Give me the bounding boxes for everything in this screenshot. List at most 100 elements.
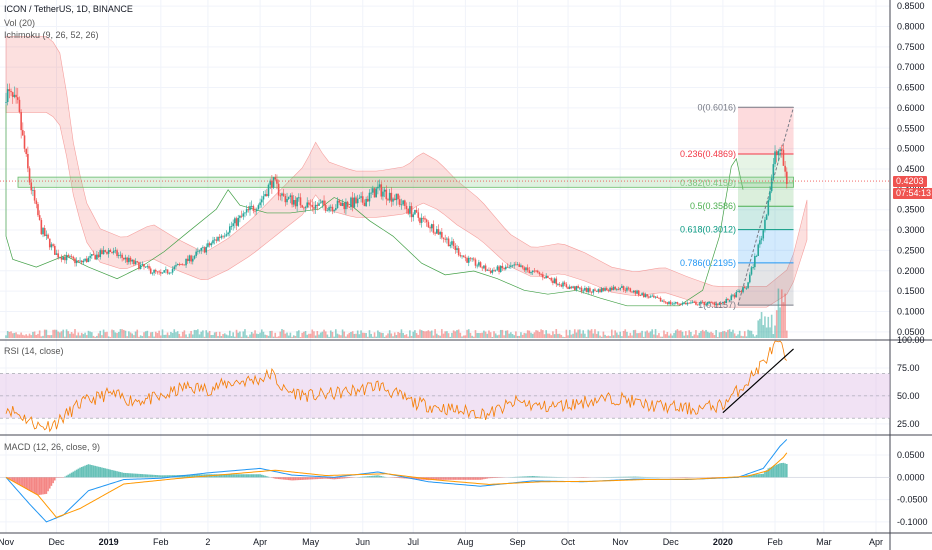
macd-histogram-bar <box>383 476 386 478</box>
candle-body <box>377 186 379 189</box>
volume-indicator-label[interactable]: Vol (20) <box>4 18 36 28</box>
candle-body <box>579 287 581 289</box>
volume-bar <box>639 332 642 338</box>
candle-body <box>223 235 226 237</box>
candle-body <box>624 289 627 291</box>
candle-body <box>107 249 110 254</box>
volume-bar <box>607 335 610 338</box>
volume-bar <box>444 331 447 338</box>
volume-bar <box>382 332 384 338</box>
volume-bar <box>414 330 416 338</box>
candle-body <box>526 267 529 271</box>
candle-body <box>277 183 280 196</box>
candle-body <box>471 258 473 260</box>
candle-body <box>23 135 26 149</box>
candle-body <box>592 289 595 293</box>
volume-bar <box>392 336 394 338</box>
volume-bar <box>664 334 667 338</box>
fib-zone-5 <box>738 262 794 306</box>
candle-body <box>718 303 721 305</box>
candle-body <box>508 266 510 268</box>
volume-bar <box>439 335 441 338</box>
candle-body <box>725 299 728 304</box>
volume-bar <box>133 335 135 338</box>
volume-bar <box>318 334 320 338</box>
volume-bar <box>257 334 260 338</box>
candle-body <box>301 205 303 208</box>
volume-bar <box>186 336 189 338</box>
time-axis-tick-label: Nov <box>0 537 14 547</box>
volume-bar <box>479 333 482 338</box>
volume-bar <box>20 332 22 338</box>
volume-bar <box>104 332 107 338</box>
volume-bar <box>99 330 102 338</box>
volume-bar <box>456 330 458 338</box>
candle-body <box>303 207 305 209</box>
candle-body <box>446 238 448 240</box>
macd-histogram-bar <box>82 466 85 478</box>
volume-bar <box>531 333 534 338</box>
volume-bar <box>18 334 21 338</box>
candle-body <box>634 290 637 294</box>
candle-body <box>373 188 376 198</box>
macd-histogram-bar <box>547 476 549 478</box>
macd-histogram-bar <box>225 474 228 478</box>
candle-body <box>267 184 270 197</box>
volume-bar <box>262 331 265 338</box>
volume-bar <box>780 289 783 338</box>
volume-bar <box>653 334 655 338</box>
candle-body <box>735 291 738 298</box>
volume-bar <box>409 330 411 338</box>
macd-histogram-bar <box>373 475 376 478</box>
candle-body <box>770 178 773 192</box>
volume-bar <box>50 335 53 338</box>
volume-bar <box>141 336 144 338</box>
volume-bar <box>536 330 539 338</box>
candle-body <box>350 197 352 208</box>
volume-bar <box>269 330 271 338</box>
macd-histogram-bar <box>784 463 786 478</box>
volume-bar <box>590 329 593 338</box>
ichimoku-indicator-label[interactable]: Ichimoku (9, 26, 52, 26) <box>4 30 99 40</box>
candle-body <box>587 288 590 293</box>
candle-body <box>146 266 149 267</box>
macd-histogram-bar <box>769 467 771 478</box>
volume-bar <box>523 332 526 338</box>
macd-histogram-bar <box>631 476 633 478</box>
macd-histogram-bar <box>770 466 773 478</box>
volume-bar <box>674 330 677 338</box>
volume-bar <box>698 332 701 338</box>
fib-level-label-0: 0(0.6016) <box>697 102 736 112</box>
macd-histogram-bar <box>37 477 39 496</box>
candle-body <box>181 264 184 266</box>
candle-body <box>412 214 415 218</box>
rsi-indicator-label[interactable]: RSI (14, close) <box>4 346 64 356</box>
macd-histogram-bar <box>92 465 95 478</box>
volume-bar <box>117 331 120 338</box>
candle-body <box>264 194 266 197</box>
time-axis-tick-label: Nov <box>612 537 629 547</box>
macd-indicator-label[interactable]: MACD (12, 26, close, 9) <box>4 442 101 452</box>
volume-bar <box>649 331 652 338</box>
volume-bar <box>160 335 162 338</box>
price-axis-tick-label: 0.4500 <box>897 164 925 174</box>
volume-bar <box>582 330 584 338</box>
volume-bar <box>510 332 512 338</box>
candle-body <box>289 195 292 198</box>
candle-body <box>755 255 758 257</box>
candle-body <box>393 198 396 201</box>
volume-bar <box>587 329 590 338</box>
volume-bar <box>469 332 472 338</box>
price-axis-tick-label: 0.2500 <box>897 245 925 255</box>
volume-bar <box>45 329 48 338</box>
macd-histogram-bar <box>473 477 475 480</box>
macd-histogram-bar <box>484 477 487 479</box>
volume-bar <box>227 335 229 338</box>
candle-body <box>245 209 248 213</box>
candle-body <box>124 257 127 260</box>
candle-body <box>563 282 566 285</box>
candle-body <box>54 245 56 255</box>
volume-bar <box>70 332 73 338</box>
volume-bar <box>299 336 302 338</box>
